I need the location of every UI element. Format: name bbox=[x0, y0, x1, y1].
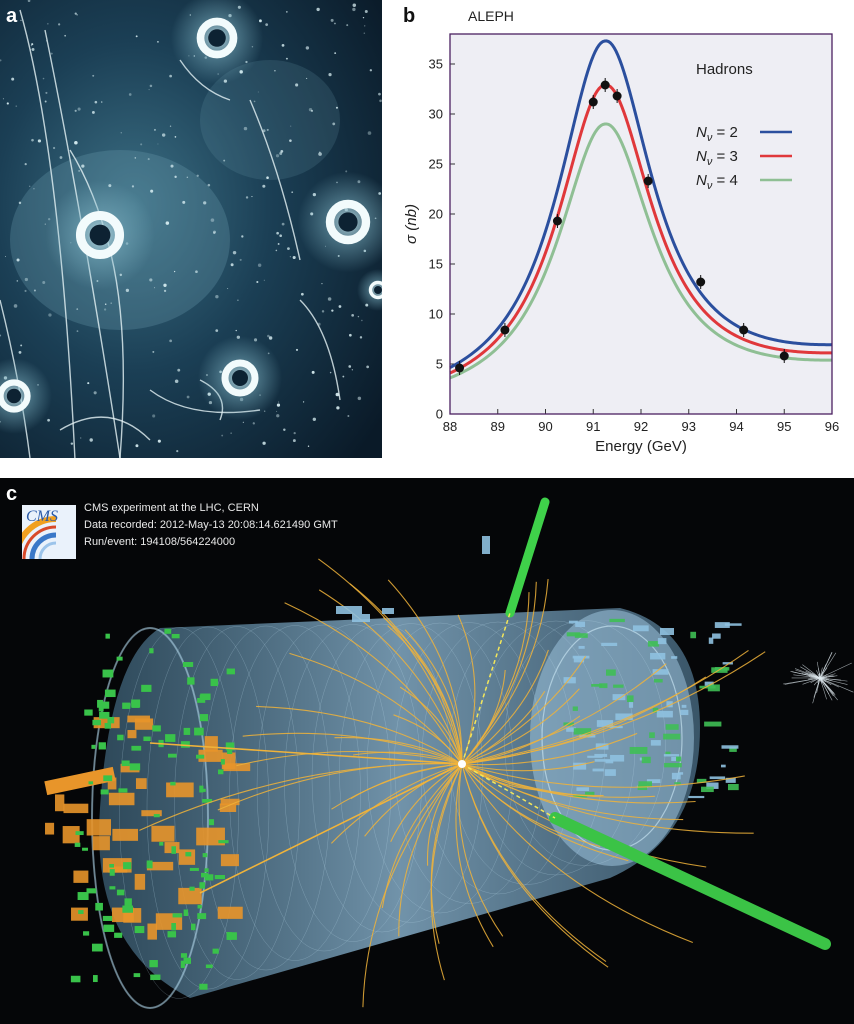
x-tick-label: 95 bbox=[777, 419, 791, 434]
panel-label-c: c bbox=[6, 483, 18, 505]
data-point bbox=[696, 277, 706, 287]
x-tick-label: 91 bbox=[586, 419, 600, 434]
plot-frame bbox=[449, 33, 833, 415]
bubble-chamber-image bbox=[0, 0, 382, 458]
cms-event-display bbox=[0, 478, 854, 1024]
series-line-nv3 bbox=[449, 83, 833, 375]
aleph-chart: 88 89 90 91 92 93 94 95 96 0 5 10 15 20 25 30 35 ALEPH H… bbox=[403, 8, 839, 455]
data-point bbox=[600, 80, 610, 90]
y-tick-label: 25 bbox=[429, 157, 443, 172]
y-tick-label: 0 bbox=[436, 407, 443, 422]
plot-area bbox=[450, 34, 832, 414]
data-point bbox=[588, 97, 598, 107]
data-point bbox=[612, 91, 622, 101]
y-tick-label: 5 bbox=[436, 357, 443, 372]
data-point bbox=[779, 351, 789, 361]
y-tick-label: 15 bbox=[429, 257, 443, 272]
x-tick-label: 89 bbox=[491, 419, 505, 434]
cms-info-line2: Data recorded: 2012-May-13 20:08:14.6214… bbox=[84, 519, 338, 531]
data-point bbox=[552, 216, 562, 226]
y-tick-label: 10 bbox=[429, 307, 443, 322]
x-tick-label: 90 bbox=[538, 419, 552, 434]
x-tick-label: 96 bbox=[825, 419, 839, 434]
cms-info-line3: Run/event: 194108/564224000 bbox=[84, 536, 236, 548]
series-line-nv4 bbox=[449, 122, 833, 380]
data-point bbox=[739, 325, 749, 335]
x-tick-label: 94 bbox=[729, 419, 743, 434]
y-tick-label: 35 bbox=[429, 57, 443, 72]
x-tick-label: 88 bbox=[443, 419, 457, 434]
x-axis-label: Energy (GeV) bbox=[595, 438, 687, 455]
y-axis-label: σ (nb) bbox=[403, 204, 420, 244]
data-point bbox=[643, 176, 653, 186]
legend-label-nv3: Nν = 3 bbox=[696, 148, 738, 168]
y-tick-label: 20 bbox=[429, 207, 443, 222]
panel-label-a: a bbox=[6, 5, 18, 27]
cms-info-line1: CMS experiment at the LHC, CERN bbox=[84, 502, 259, 514]
data-point bbox=[500, 325, 510, 335]
x-tick-label: 93 bbox=[682, 419, 696, 434]
cms-logo-text: CMS bbox=[26, 508, 58, 525]
y-tick-label: 30 bbox=[429, 107, 443, 122]
legend-label-nv4: Nν = 4 bbox=[696, 172, 738, 192]
data-point bbox=[455, 363, 465, 373]
legend-label-nv2: Nν = 2 bbox=[696, 124, 738, 144]
aleph-chart-panel: 88 89 90 91 92 93 94 95 96 0 5 10 15 20 25 30 35 ALEPH H… bbox=[398, 0, 854, 462]
chart-annotation: Hadrons bbox=[696, 61, 753, 78]
x-tick-label: 92 bbox=[634, 419, 648, 434]
bubble-chamber-photo bbox=[0, 0, 382, 458]
cms-logo: CMS bbox=[22, 505, 76, 559]
panel-label-b: b bbox=[403, 5, 416, 27]
cms-event-image bbox=[44, 497, 854, 1009]
series-line-nv2 bbox=[449, 39, 833, 369]
chart-legend: Nν = 2 Nν = 3 Nν = 4 bbox=[696, 124, 792, 192]
cms-event-info: CMS experiment at the LHC, CERN Data rec… bbox=[84, 500, 338, 551]
chart-title: ALEPH bbox=[468, 8, 514, 24]
